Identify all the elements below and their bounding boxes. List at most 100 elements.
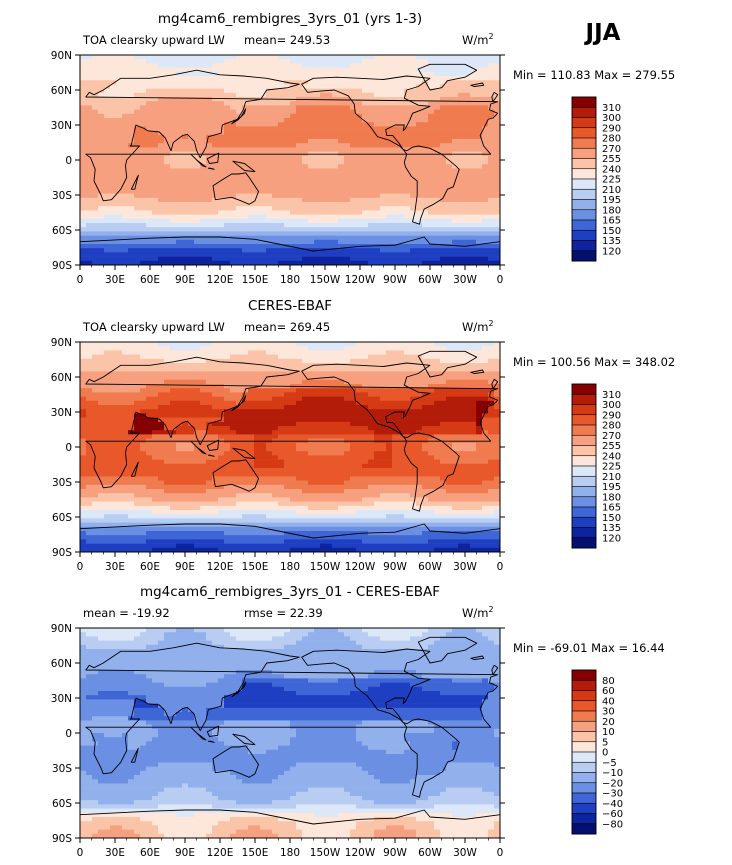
field-cell bbox=[80, 678, 153, 683]
field-cell bbox=[80, 235, 500, 241]
field-cell bbox=[134, 707, 165, 713]
colorbar-swatch bbox=[571, 106, 597, 118]
field-cell bbox=[350, 256, 441, 262]
field-cell bbox=[488, 430, 500, 435]
field-cell bbox=[296, 388, 357, 393]
lon-tick-label: 30E bbox=[105, 274, 125, 286]
field-cell bbox=[434, 342, 495, 347]
coastline bbox=[206, 439, 220, 451]
lon-tick-label: 0 bbox=[497, 561, 504, 573]
field-cell bbox=[80, 388, 93, 393]
field-cell bbox=[80, 342, 159, 347]
field-cell bbox=[296, 728, 357, 734]
field-cell bbox=[266, 350, 387, 355]
colorbar-frame bbox=[571, 96, 597, 262]
field-cell bbox=[266, 214, 387, 220]
field-cell bbox=[482, 130, 500, 136]
field-cell bbox=[374, 451, 393, 456]
field-cell bbox=[152, 430, 177, 435]
field-cell bbox=[164, 139, 207, 144]
lon-tick-label: 0 bbox=[77, 274, 84, 286]
colorbar-label: 40 bbox=[602, 696, 615, 707]
field-cell bbox=[440, 833, 489, 838]
colorbar-swatch bbox=[571, 393, 597, 405]
field-cell bbox=[368, 632, 423, 637]
field-cell bbox=[80, 501, 93, 507]
field-cell bbox=[200, 400, 237, 406]
field-cell bbox=[158, 143, 213, 148]
field-cell bbox=[98, 206, 135, 211]
field-cell bbox=[284, 223, 369, 228]
colorbar-label: 240 bbox=[602, 164, 621, 175]
field-cell bbox=[152, 210, 219, 215]
field-cell bbox=[80, 510, 153, 515]
lon-tick-label: 60W bbox=[418, 274, 442, 286]
field-cell bbox=[80, 745, 129, 751]
colorbar-swatch bbox=[571, 823, 597, 835]
lat-tick-label: 30N bbox=[51, 693, 72, 705]
field-cell bbox=[80, 231, 500, 236]
field-cell bbox=[440, 421, 477, 427]
field-cell bbox=[194, 812, 315, 818]
field-cell bbox=[224, 396, 243, 402]
contour-map: 90N 60N 30N 0 30S 60S 90S 0 30E 60E 90E 120E 150E 180… bbox=[51, 623, 505, 859]
field-cell bbox=[206, 707, 483, 713]
field-cell bbox=[236, 493, 273, 498]
field-cell bbox=[98, 829, 135, 835]
lon-tick-label: 30E bbox=[105, 561, 125, 573]
field-cell bbox=[236, 122, 279, 127]
field-cell bbox=[140, 409, 225, 414]
field-cell bbox=[488, 392, 495, 397]
field-cell bbox=[80, 682, 165, 688]
field-cell bbox=[482, 126, 500, 131]
field-cell bbox=[344, 489, 447, 494]
field-cell bbox=[80, 644, 87, 650]
field-cell bbox=[392, 451, 429, 456]
field-cell bbox=[338, 505, 453, 511]
field-cell bbox=[80, 522, 500, 528]
field-cell bbox=[134, 400, 171, 406]
lon-tick-label: 120E bbox=[207, 847, 234, 859]
field-cell bbox=[80, 829, 99, 835]
panel-difference: mg4cam6_rembigres_3yrs_01 - CERES-EBAF m… bbox=[51, 584, 665, 859]
colorbar-swatch bbox=[571, 168, 597, 180]
field-cell bbox=[290, 497, 363, 502]
field-cell bbox=[374, 800, 417, 805]
field-cell bbox=[80, 189, 500, 194]
colorbar-label: 165 bbox=[602, 216, 621, 227]
field-cell bbox=[224, 741, 291, 746]
field-cell bbox=[428, 101, 500, 106]
field-cell bbox=[488, 122, 500, 127]
field-cell bbox=[434, 821, 495, 826]
colorbar-label: −60 bbox=[602, 809, 623, 820]
field-cell bbox=[476, 442, 500, 448]
field-cell bbox=[224, 413, 477, 418]
field-cell bbox=[134, 712, 165, 717]
field-cell bbox=[488, 489, 500, 494]
field-cell bbox=[404, 214, 500, 220]
colorbar-swatch bbox=[571, 96, 597, 108]
field-cell bbox=[212, 766, 291, 772]
lon-tick-label: 0 bbox=[497, 274, 504, 286]
field-cell bbox=[362, 210, 429, 215]
colorbar-label: 290 bbox=[602, 123, 621, 134]
field-cell bbox=[134, 829, 159, 835]
field-cell bbox=[92, 716, 129, 721]
field-cell bbox=[224, 699, 483, 704]
field-cell bbox=[416, 84, 429, 89]
field-cell bbox=[374, 455, 393, 460]
colorbar-swatch bbox=[571, 455, 597, 467]
colorbar-swatch bbox=[571, 813, 597, 825]
field-cell bbox=[80, 80, 117, 85]
field-cell bbox=[428, 113, 495, 119]
field-cell bbox=[206, 134, 483, 140]
field-cell bbox=[86, 447, 141, 452]
colorbar-label: 210 bbox=[602, 472, 621, 483]
field-cell bbox=[146, 484, 225, 490]
field-cell bbox=[140, 442, 177, 448]
field-cell bbox=[194, 442, 231, 448]
field-cell bbox=[104, 350, 123, 355]
field-cell bbox=[128, 741, 147, 746]
field-cell bbox=[80, 497, 153, 502]
field-cell bbox=[224, 101, 291, 106]
